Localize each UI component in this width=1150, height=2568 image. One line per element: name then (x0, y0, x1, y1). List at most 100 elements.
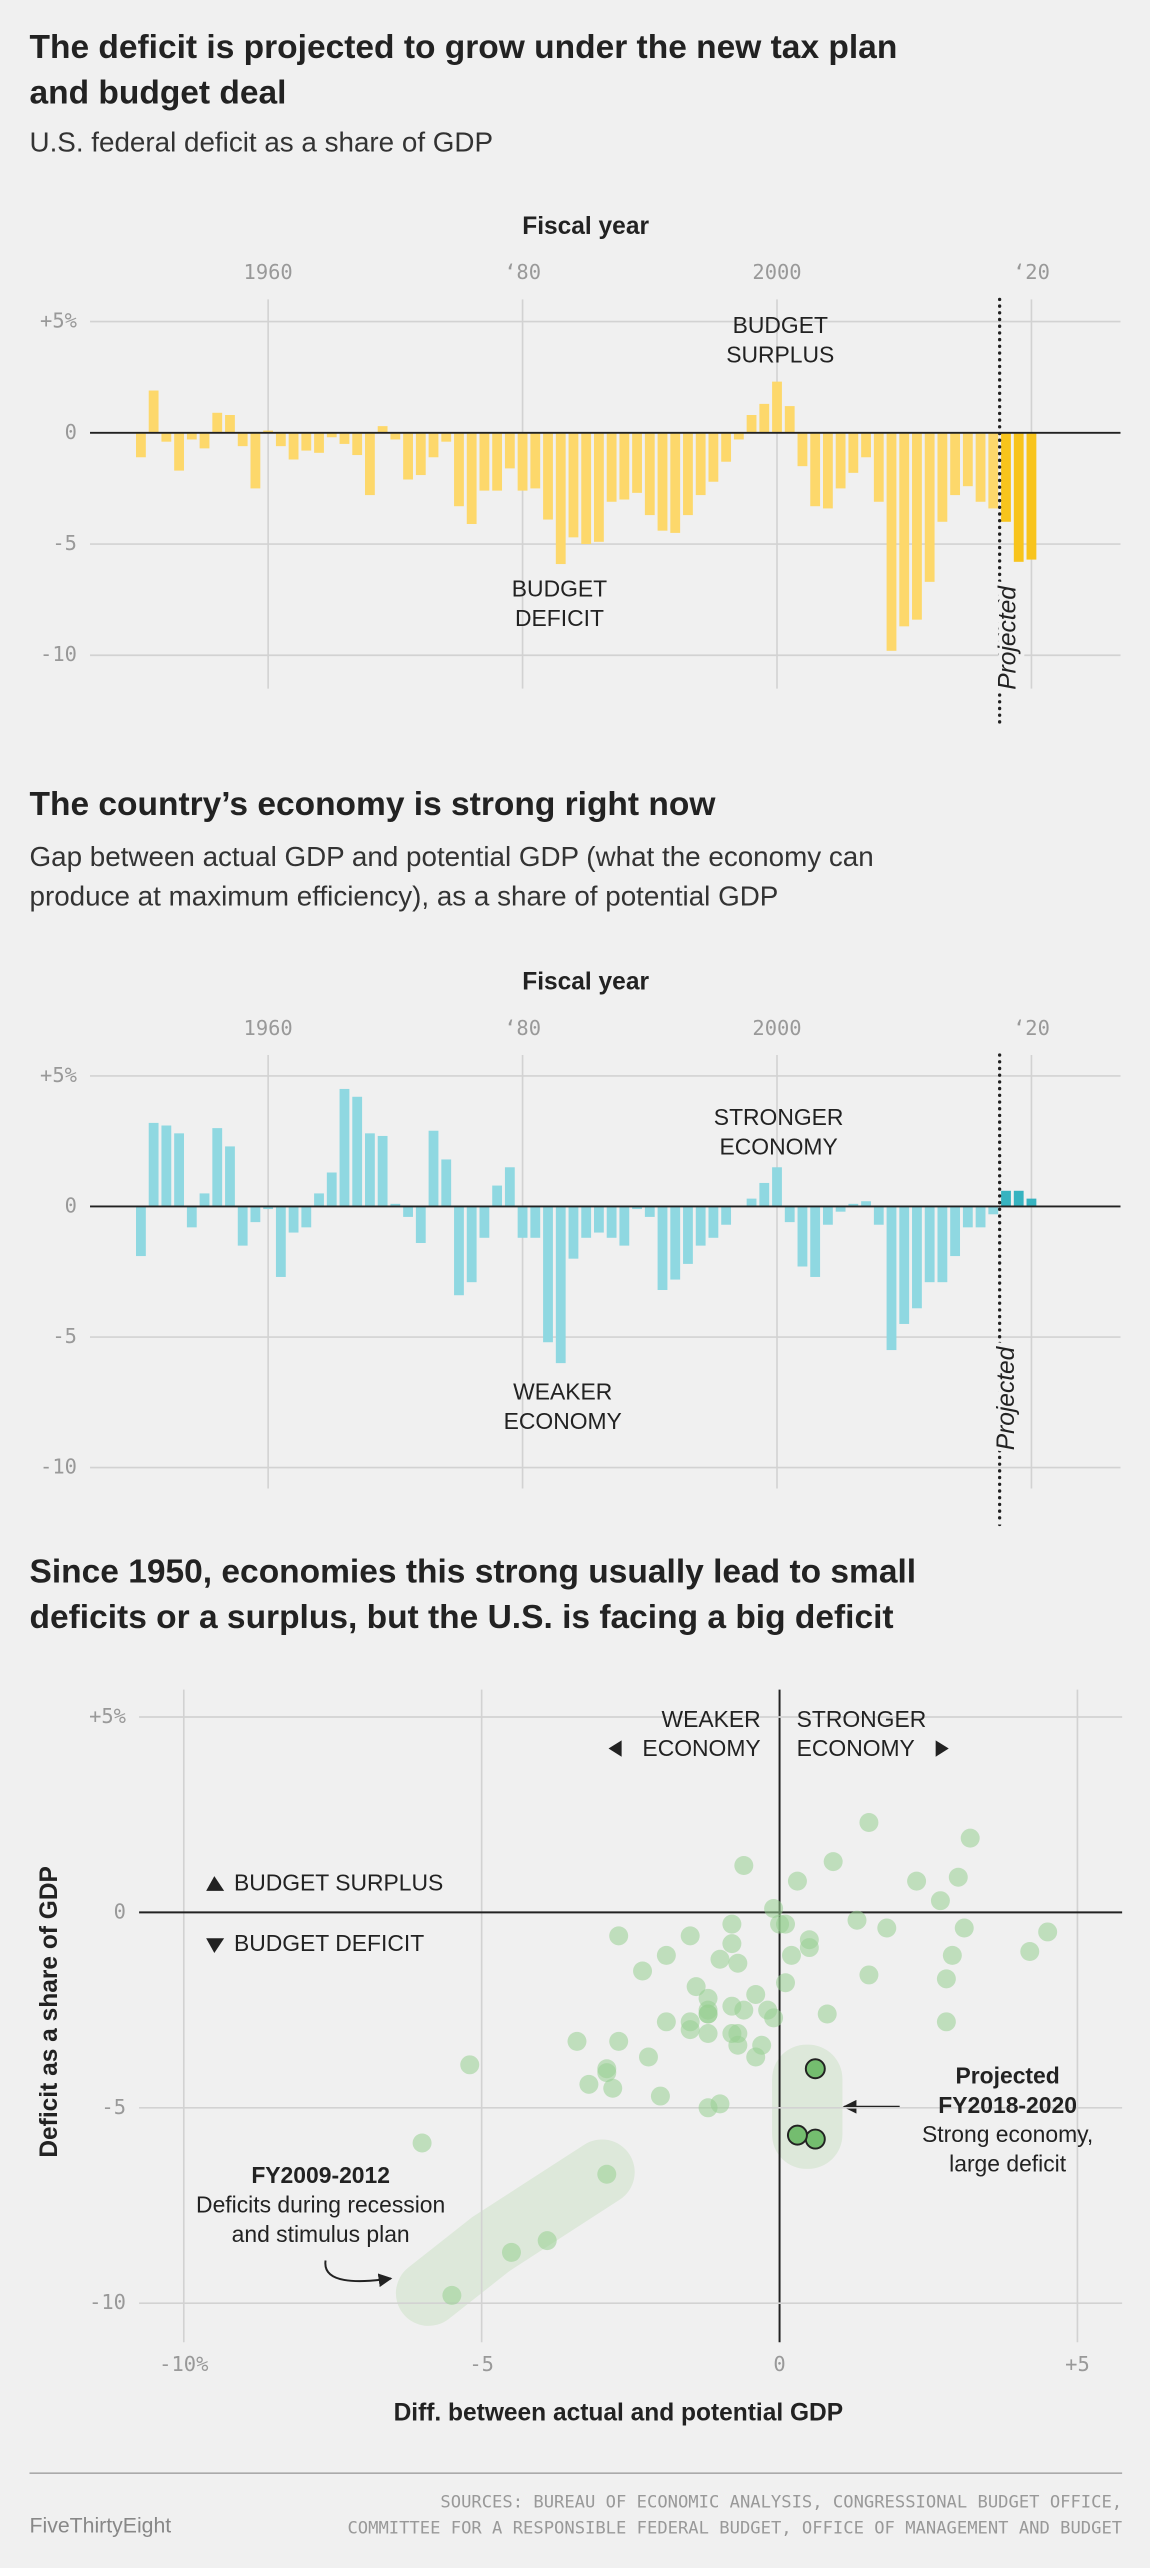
point (859, 1813, 879, 1833)
bar (1013, 432, 1024, 562)
bar (339, 432, 350, 444)
bar (886, 1206, 897, 1351)
point (804, 2128, 826, 2150)
bar (899, 432, 910, 627)
point (799, 1938, 819, 1958)
bar (797, 1206, 808, 1267)
y-tick-label: +5% (40, 309, 77, 333)
bar (568, 432, 579, 538)
bar (504, 1167, 515, 1207)
bar (733, 432, 744, 440)
bar (695, 1206, 706, 1246)
point (656, 2012, 676, 2032)
bar (1001, 432, 1011, 522)
bar (924, 432, 935, 582)
bar (148, 1122, 159, 1207)
bar (428, 1130, 439, 1207)
point (804, 2058, 826, 2080)
chart-subtitle: U.S. federal deficit as a share of GDP (30, 126, 494, 157)
point (758, 2000, 778, 2020)
bar (415, 1206, 426, 1244)
x-axis-label: Fiscal year (522, 213, 649, 240)
annotation: STRONGER (797, 1706, 927, 1732)
point (817, 2004, 837, 2024)
point (787, 1871, 807, 1891)
y-tick-label: -10 (89, 2290, 126, 2314)
bar (1013, 1190, 1024, 1207)
annotation: large deficit (949, 2151, 1067, 2177)
bar (263, 430, 274, 433)
bar (428, 432, 439, 458)
bar (962, 1206, 973, 1228)
point (770, 1914, 790, 1934)
bar (683, 432, 693, 516)
bar (759, 403, 770, 433)
y-tick-label: -5 (101, 2095, 126, 2119)
x-tick-label: 2000 (752, 260, 801, 284)
point (823, 1852, 843, 1872)
bar (161, 432, 172, 442)
point (633, 1961, 653, 1981)
bar (390, 1203, 401, 1207)
bar (988, 432, 999, 509)
y-tick-label: 0 (65, 1193, 77, 1217)
bar (797, 432, 808, 467)
bar (721, 1206, 732, 1225)
bar (606, 432, 617, 502)
bar (212, 1128, 223, 1207)
bar (288, 432, 299, 460)
bar (644, 1206, 655, 1217)
point (656, 1945, 676, 1965)
bar (759, 1182, 770, 1207)
bar (250, 1206, 261, 1223)
bar (377, 426, 388, 433)
point (786, 2124, 808, 2146)
bar (950, 1206, 961, 1257)
bar (950, 432, 961, 496)
point (501, 2242, 521, 2262)
bar (924, 1206, 935, 1283)
callout-arrow (324, 2260, 393, 2288)
point (680, 1926, 700, 1946)
arrow-down (206, 1938, 225, 1953)
annotation: and stimulus plan (232, 2221, 410, 2247)
bar (746, 415, 757, 433)
x-tick-label: -10% (159, 2352, 208, 2376)
bar (136, 1206, 146, 1257)
point (603, 2078, 623, 2098)
bar (619, 1206, 630, 1246)
bar (886, 432, 897, 651)
point (936, 2012, 956, 2032)
bar (186, 432, 197, 440)
chart-title: The country’s economy is strong right no… (30, 786, 717, 823)
bar (1026, 432, 1037, 560)
annotation-title: FY2009-2012 (251, 2162, 390, 2188)
annotation: DEFICIT (515, 605, 604, 631)
x-tick-label: ‘80 (504, 260, 541, 284)
bar (250, 432, 261, 489)
bar (568, 1206, 579, 1259)
bar (543, 1206, 553, 1343)
bar (822, 432, 833, 509)
bar (975, 1206, 986, 1228)
bar (670, 1206, 681, 1280)
annotation-title: Projected (956, 2062, 1060, 2088)
point (722, 2024, 742, 2044)
point (710, 2094, 730, 2114)
bar (288, 1206, 299, 1233)
y-tick-label: 0 (114, 1899, 126, 1923)
annotation: Projected (993, 1345, 1020, 1450)
bar (403, 432, 413, 480)
bar (377, 1135, 388, 1207)
point (722, 1996, 742, 2016)
bar (441, 1159, 452, 1207)
point (650, 2086, 670, 2106)
annotation: STRONGER (714, 1104, 844, 1130)
x-tick-label: 1960 (244, 260, 293, 284)
bar (352, 432, 363, 456)
bar (848, 1203, 859, 1207)
point (412, 2133, 432, 2153)
point (936, 1969, 956, 1989)
point (597, 2059, 617, 2079)
